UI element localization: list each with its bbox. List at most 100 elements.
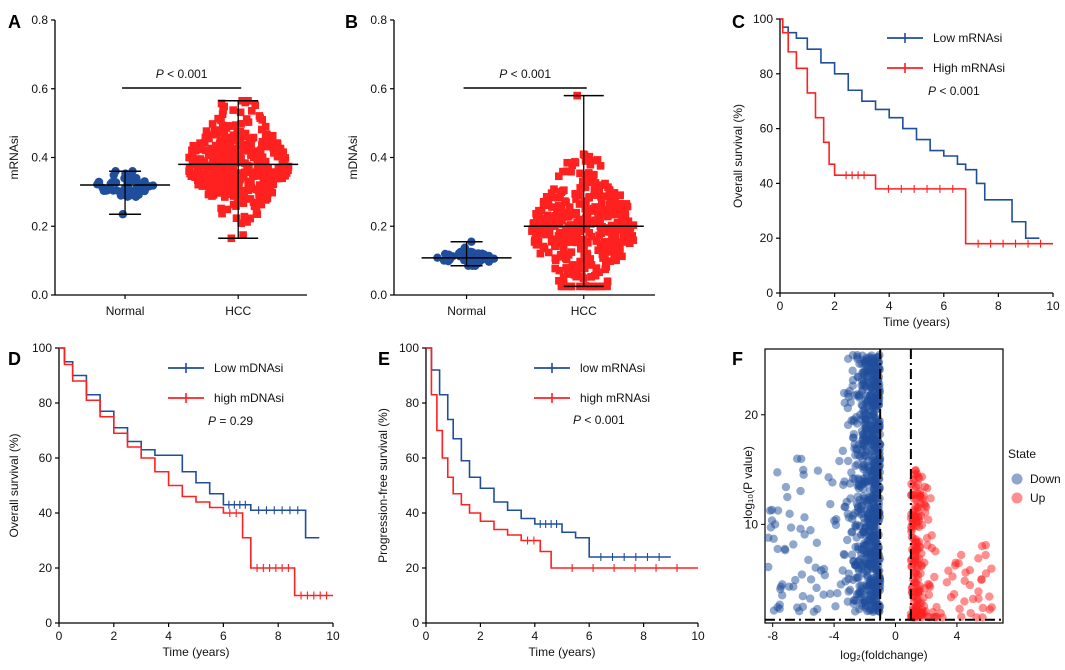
y-tick-label: 0	[766, 286, 773, 300]
data-point	[607, 237, 616, 245]
data-point	[826, 589, 835, 599]
data-point	[911, 546, 921, 555]
data-point	[601, 240, 610, 249]
data-point	[468, 248, 477, 257]
data-point	[222, 175, 231, 184]
data-point	[548, 203, 556, 211]
y-tick-label: 80	[39, 396, 53, 410]
data-point	[555, 220, 563, 228]
data-point	[532, 227, 540, 236]
data-point	[559, 245, 568, 253]
data-point	[871, 475, 880, 485]
data-point	[874, 399, 883, 408]
data-point	[582, 174, 591, 183]
data-point	[458, 249, 467, 258]
data-point	[616, 191, 624, 199]
data-point	[556, 215, 564, 224]
data-point	[245, 136, 254, 145]
data-point	[870, 457, 879, 467]
data-point	[202, 127, 211, 135]
data-point	[843, 420, 853, 430]
data-point	[592, 237, 601, 245]
x-tick-label: 2	[831, 299, 838, 313]
panel-label: F	[732, 349, 743, 369]
data-point	[540, 244, 549, 253]
data-point	[869, 490, 878, 499]
data-point	[255, 190, 263, 198]
censor-marks	[539, 520, 660, 561]
data-point	[241, 168, 249, 177]
data-point	[944, 566, 953, 575]
data-point	[593, 156, 602, 164]
data-point	[584, 238, 592, 247]
survival-curve-high	[426, 347, 698, 569]
y-tick-label: 40	[39, 506, 53, 520]
data-point	[551, 216, 559, 225]
panel-C: C 0 20 40 60 80 100 0 2 4 6 8 10 Overall survival (%)…	[731, 12, 1060, 329]
data-point	[611, 197, 619, 206]
data-point	[620, 215, 629, 224]
data-point	[237, 219, 245, 228]
y-tick-label: 0.6	[31, 82, 48, 96]
data-point	[575, 200, 584, 208]
data-point	[268, 131, 277, 140]
data-point	[240, 212, 249, 221]
data-point	[186, 169, 194, 178]
data-point	[252, 149, 260, 158]
data-point	[852, 533, 861, 542]
data-point	[824, 473, 833, 482]
survival-curve-low	[59, 347, 320, 539]
data-point	[602, 263, 611, 271]
data-point	[868, 440, 877, 449]
data-point	[229, 106, 237, 114]
data-point	[593, 189, 602, 198]
data-point	[620, 237, 628, 246]
data-point	[604, 212, 612, 221]
data-point	[863, 509, 873, 518]
data-point	[589, 206, 598, 215]
data-point	[533, 213, 541, 222]
data-point	[581, 220, 590, 229]
data-point	[812, 538, 822, 548]
data-point	[284, 162, 293, 171]
y-tick-label: 10	[745, 517, 759, 531]
data-point	[572, 195, 580, 203]
data-point	[226, 140, 235, 149]
data-point	[224, 149, 233, 158]
data-point	[580, 264, 589, 273]
data-point	[229, 151, 237, 159]
x-axis-title: Time (years)	[529, 645, 596, 659]
data-point	[218, 209, 226, 218]
data-point	[557, 228, 566, 237]
p-value-text: = 0.29	[216, 414, 253, 428]
p-symbol: P	[928, 84, 936, 98]
data-point	[223, 205, 232, 214]
data-point	[541, 230, 550, 239]
data-point	[257, 125, 266, 134]
x-tick-label: 10	[326, 629, 340, 643]
data-point	[220, 159, 229, 167]
data-point	[188, 154, 197, 163]
legend-label: Low mDNAsi	[214, 361, 283, 375]
data-point	[977, 541, 987, 551]
data-point	[813, 466, 823, 475]
y-tick-label: 20	[760, 231, 774, 245]
data-point	[870, 578, 879, 588]
data-point	[210, 130, 219, 138]
data-point	[581, 157, 590, 165]
data-point	[915, 610, 925, 620]
data-point	[599, 254, 607, 262]
x-tick-label: 4	[886, 299, 893, 313]
data-point	[816, 566, 826, 575]
data-point	[985, 605, 994, 614]
data-point	[786, 523, 796, 532]
data-point	[920, 558, 929, 567]
data-point	[867, 394, 876, 403]
data-point	[848, 381, 857, 390]
data-point	[553, 207, 561, 215]
x-tick-label: 0	[777, 299, 784, 313]
data-point	[908, 519, 917, 529]
data-point	[530, 238, 539, 246]
data-point	[273, 152, 282, 161]
